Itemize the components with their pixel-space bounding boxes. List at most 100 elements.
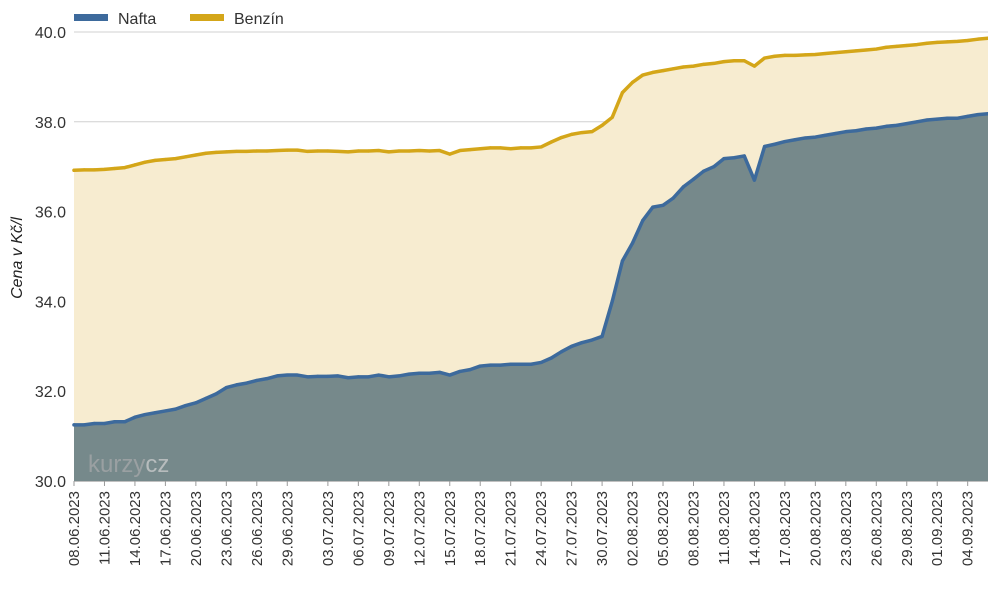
data-point-nafta <box>925 118 929 122</box>
data-point-benzin <box>905 43 909 48</box>
data-point-benzin <box>488 146 492 150</box>
data-point-benzin <box>204 151 208 155</box>
x-tick-label: 04.09.2023 <box>960 491 977 566</box>
data-point-nafta <box>651 205 655 209</box>
data-point-nafta <box>356 375 360 379</box>
x-tick-label: 29.06.2023 <box>279 491 296 566</box>
data-point-nafta <box>163 409 167 413</box>
data-point-benzin <box>915 42 919 47</box>
data-point-nafta <box>742 154 746 158</box>
x-tick-label: 09.07.2023 <box>381 491 398 566</box>
data-point-nafta <box>945 116 949 120</box>
data-point-nafta <box>580 341 584 345</box>
x-tick-label: 21.07.2023 <box>503 491 520 566</box>
data-point-benzin <box>539 145 543 149</box>
data-point-nafta <box>438 370 442 374</box>
x-tick-label: 20.08.2023 <box>807 491 824 566</box>
data-point-benzin <box>214 150 218 154</box>
data-point-benzin <box>671 67 675 71</box>
data-point-nafta <box>630 241 635 245</box>
data-point-benzin <box>498 146 503 150</box>
data-point-nafta <box>681 185 685 189</box>
data-point-nafta <box>417 371 421 375</box>
data-point-nafta <box>153 411 157 415</box>
data-point-benzin <box>397 149 401 153</box>
data-point-benzin <box>651 70 655 75</box>
data-point-nafta <box>966 114 970 119</box>
data-point-nafta <box>762 144 767 149</box>
x-tick-label: 14.08.2023 <box>746 491 763 566</box>
data-point-benzin <box>610 115 614 119</box>
data-point-nafta <box>590 338 594 342</box>
x-tick-label: 08.06.2023 <box>66 491 83 566</box>
data-point-benzin <box>813 52 817 57</box>
data-point-benzin <box>387 150 391 154</box>
data-point-nafta <box>377 373 381 377</box>
data-point-benzin <box>702 62 706 66</box>
data-point-benzin <box>316 149 320 153</box>
data-point-nafta <box>326 374 330 378</box>
data-point-benzin <box>519 146 523 150</box>
data-point-nafta <box>102 421 107 426</box>
data-point-nafta <box>935 117 939 121</box>
x-tick-label: 14.06.2023 <box>127 491 144 566</box>
data-point-nafta <box>448 373 452 377</box>
data-point-benzin <box>874 47 878 51</box>
data-point-benzin <box>366 149 371 153</box>
data-point-nafta <box>529 362 533 366</box>
data-point-nafta <box>204 396 208 400</box>
data-point-benzin <box>448 152 452 156</box>
data-point-nafta <box>346 376 350 380</box>
data-point-nafta <box>661 203 665 207</box>
x-tick-label: 11.06.2023 <box>96 491 113 565</box>
series-areas <box>74 38 988 481</box>
data-point-benzin <box>438 148 442 153</box>
data-point-benzin <box>630 80 635 84</box>
data-point-nafta <box>245 381 249 385</box>
data-point-benzin <box>113 166 117 171</box>
data-point-benzin <box>945 40 949 44</box>
data-point-nafta <box>854 129 858 133</box>
data-point-nafta <box>976 113 980 117</box>
data-point-benzin <box>509 147 513 151</box>
data-point-nafta <box>722 157 726 161</box>
data-points <box>72 36 988 427</box>
data-point-nafta <box>600 334 604 339</box>
legend-swatch-benzin <box>190 14 224 21</box>
data-point-nafta <box>691 177 696 181</box>
data-point-benzin <box>732 59 736 63</box>
data-point-nafta <box>173 407 178 411</box>
data-point-benzin <box>305 149 310 154</box>
data-point-benzin <box>133 163 137 167</box>
y-tick-label: 40.0 <box>35 25 66 42</box>
x-tick-label: 05.08.2023 <box>655 491 672 566</box>
data-point-nafta <box>387 375 391 379</box>
x-tick-label: 26.08.2023 <box>868 491 885 566</box>
data-point-nafta <box>366 375 371 379</box>
data-point-benzin <box>153 158 157 163</box>
y-tick-label: 34.0 <box>35 294 66 311</box>
data-point-nafta <box>702 169 706 173</box>
x-axis-ticks: 08.06.2023 11.06.2023 14.06.2023 17.06.2023… <box>66 481 977 566</box>
data-point-nafta <box>113 420 117 424</box>
data-point-nafta <box>305 375 310 379</box>
x-tick-label: 20.06.2023 <box>188 491 205 566</box>
x-tick-label: 17.06.2023 <box>157 491 174 566</box>
data-point-nafta <box>184 403 188 408</box>
data-point-benzin <box>285 148 289 152</box>
data-point-nafta <box>752 178 757 182</box>
data-point-benzin <box>184 155 188 159</box>
data-point-benzin <box>173 157 178 161</box>
data-point-nafta <box>214 392 218 396</box>
data-point-benzin <box>742 59 746 63</box>
data-point-benzin <box>346 150 350 154</box>
data-point-nafta <box>620 259 625 263</box>
x-tick-label: 15.07.2023 <box>442 491 459 566</box>
x-tick-label: 18.07.2023 <box>472 491 489 566</box>
y-tick-label: 36.0 <box>35 205 66 222</box>
data-point-benzin <box>417 148 421 153</box>
data-point-benzin <box>590 130 594 134</box>
data-point-nafta <box>773 142 777 146</box>
data-point-benzin <box>712 61 716 66</box>
data-point-benzin <box>102 167 107 171</box>
